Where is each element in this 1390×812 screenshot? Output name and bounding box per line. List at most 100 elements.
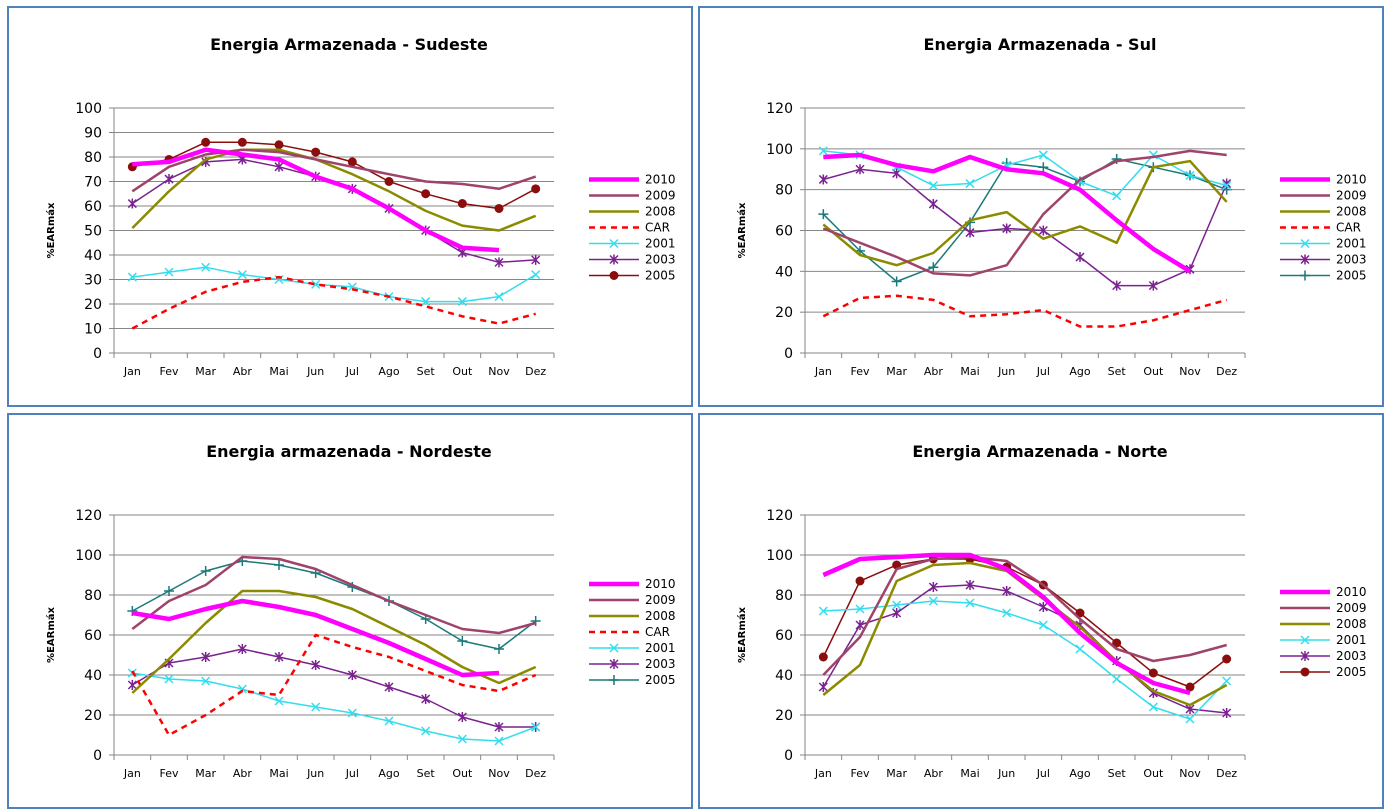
data-point [1075, 608, 1085, 618]
x-tick-label: Mai [269, 365, 288, 378]
legend-label: 2009 [645, 593, 676, 607]
y-tick-label: 60 [84, 628, 102, 644]
series-2003 [818, 164, 1232, 291]
data-point [494, 736, 504, 746]
x-tick-label: Out [1143, 767, 1164, 780]
legend-label: 2001 [1336, 237, 1367, 251]
x-tick-label: Mar [886, 365, 907, 378]
series-2010 [822, 552, 1191, 696]
legend-label: 2001 [1336, 633, 1367, 647]
data-point [164, 586, 174, 596]
chart-title: Energia Armazenada - Sul [924, 35, 1157, 54]
y-tick-label: 80 [84, 588, 102, 604]
y-tick-label: 40 [84, 248, 102, 264]
x-tick-label: Out [452, 767, 473, 780]
series-2008 [131, 589, 537, 694]
x-tick-label: Abr [233, 365, 253, 378]
series-2009 [131, 555, 537, 635]
y-tick-label: 80 [84, 150, 102, 166]
chart-title: Energia Armazenada - Sudeste [210, 35, 488, 54]
series-line [132, 672, 536, 742]
series-2001 [818, 596, 1232, 724]
data-point [928, 596, 938, 606]
data-point [1148, 668, 1158, 678]
data-point [201, 262, 211, 272]
series-line [823, 168, 1228, 287]
legend-label: 2009 [1336, 601, 1367, 615]
x-tick-label: Out [1143, 365, 1164, 378]
legend-label: 2010 [1336, 585, 1367, 599]
legend: 2010 2009 2008 CAR 2001 2003 2005 [589, 577, 676, 687]
data-point [201, 676, 211, 686]
x-tick-label: Abr [924, 365, 944, 378]
x-tick-label: Mar [195, 767, 216, 780]
data-point [274, 560, 284, 570]
data-point [1002, 608, 1012, 618]
y-tick-label: 120 [766, 101, 793, 117]
y-tick-label: 40 [775, 264, 793, 280]
data-point [928, 262, 939, 273]
x-tick-label: Fev [850, 365, 869, 378]
x-tick-label: Mai [960, 365, 979, 378]
legend-label: 2005 [645, 673, 676, 687]
data-point [1222, 708, 1232, 718]
data-point [818, 606, 828, 616]
data-point [311, 279, 321, 289]
x-tick-label: Mar [886, 767, 907, 780]
data-point [928, 582, 938, 592]
data-point [384, 682, 394, 692]
chart-panel-sul: Energia Armazenada - Sul 0 20 40 60 80 100 120 J… [698, 6, 1384, 407]
x-tick-label: Jul [345, 365, 359, 378]
y-tick-label: 30 [84, 273, 102, 289]
data-point [1112, 638, 1122, 648]
x-tick-label: Nov [1179, 365, 1201, 378]
data-point [892, 600, 902, 610]
legend-marker [1300, 651, 1310, 661]
chart-svg: Energia Armazenada - Sul 0 20 40 60 80 100 120 J… [736, 35, 1367, 378]
legend-marker [609, 238, 619, 249]
data-point [164, 267, 174, 277]
data-point [928, 181, 938, 191]
x-tick-label: Nov [488, 767, 510, 780]
y-tick-label: 40 [84, 668, 102, 684]
data-point [1222, 654, 1232, 664]
series-line [131, 560, 537, 650]
y-tick-label: 80 [775, 183, 793, 199]
series-line [131, 589, 537, 694]
legend-label: 2010 [645, 577, 676, 591]
legend-label: 2010 [1336, 173, 1367, 187]
legend-label: CAR [645, 221, 670, 235]
data-point [891, 276, 902, 287]
data-point [1222, 181, 1232, 191]
y-tick-label: 100 [766, 142, 793, 158]
series-line [132, 141, 537, 210]
series-line [132, 147, 500, 253]
data-point [1185, 682, 1195, 692]
series-2010 [131, 598, 500, 678]
y-axis-label: %EARmáx [736, 202, 748, 258]
data-point [855, 164, 865, 175]
legend-label: 2003 [645, 657, 676, 671]
data-point [1112, 674, 1122, 684]
legend-label: 2008 [645, 609, 676, 623]
chart-title: Energia Armazenada - Norte [912, 442, 1167, 461]
legend-label: 2005 [1336, 269, 1367, 283]
data-point [421, 189, 431, 199]
legend-label: 2005 [645, 269, 676, 283]
data-point [494, 644, 504, 654]
data-point [311, 702, 321, 712]
data-point [494, 203, 504, 213]
data-point [1222, 178, 1232, 189]
data-point [127, 680, 137, 690]
series-2008 [131, 148, 537, 232]
data-point [457, 636, 468, 646]
x-tick-label: Out [452, 365, 473, 378]
y-tick-label: 10 [84, 322, 102, 338]
x-tick-label: Nov [488, 365, 510, 378]
x-tick-label: Mai [960, 767, 979, 780]
legend-marker [609, 643, 619, 653]
data-point [855, 620, 865, 630]
series-2005 [127, 137, 541, 213]
series-2009 [822, 149, 1227, 277]
data-point [421, 726, 431, 736]
